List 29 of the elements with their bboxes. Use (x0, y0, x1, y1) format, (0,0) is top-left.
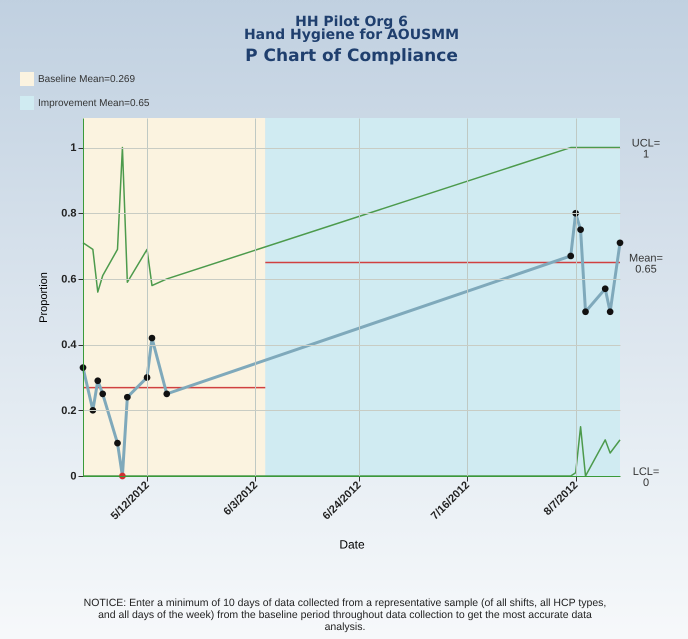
legend-label: Improvement Mean=0.65 (38, 98, 150, 109)
y-tick-label: 0.8 (61, 208, 76, 220)
legend-label: Baseline Mean=0.269 (38, 74, 136, 85)
y-axis-title: Proportion (38, 272, 50, 323)
line-series (82, 146, 621, 293)
y-tick-label: 0.2 (61, 404, 76, 417)
point (582, 308, 589, 316)
point (616, 239, 624, 246)
x-axis-title: Date (339, 538, 365, 552)
y-tick-label: 0.6 (61, 273, 76, 286)
point (606, 308, 614, 316)
chart-subtitle: P Chart of Compliance (245, 46, 458, 66)
annotation: UCL= 1 (632, 138, 660, 161)
point (114, 440, 121, 447)
point (148, 334, 156, 342)
point (163, 390, 170, 398)
text: NOTICE: Enter a minimum of 10 days of data collected from a representative sample (of all shifts, all HCP types, and all days of the week) from the baseline period throughout data collection to get the most accurate data analysis. (82, 597, 608, 633)
point (602, 285, 609, 292)
point (567, 252, 574, 260)
point (577, 226, 584, 234)
y-tick-label: 0.4 (61, 339, 78, 352)
point (99, 390, 106, 398)
annotation: LCL= 0 (632, 466, 660, 489)
y-tick-label: 0 (70, 470, 76, 482)
chart-title: HH Pilot Org 6 Hand Hygiene for AOUSMM (244, 14, 460, 43)
y-tick-label: 1 (70, 142, 76, 154)
annotation: Mean= 0.65 (629, 252, 663, 276)
point (124, 394, 131, 401)
point (94, 377, 102, 384)
